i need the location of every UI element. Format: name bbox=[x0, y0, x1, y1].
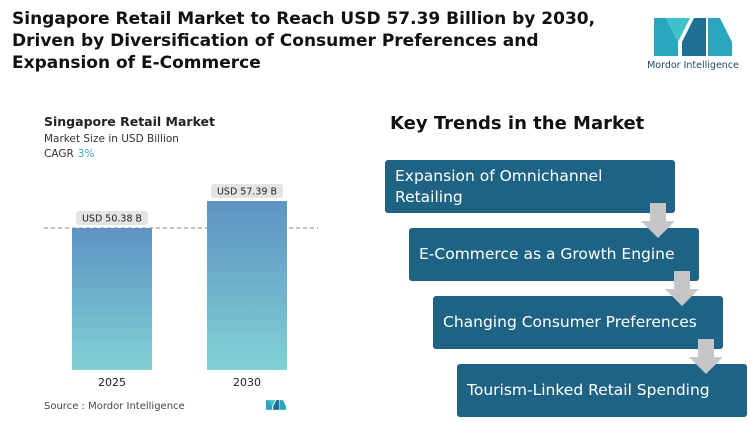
chart-title: Singapore Retail Market bbox=[44, 114, 216, 129]
down-arrow-icon-2 bbox=[665, 271, 699, 306]
mordor-intelligence-logo: Mordor Intelligence bbox=[646, 14, 740, 76]
chart-subtitle: Market Size in USD Billion bbox=[44, 133, 179, 145]
cagr-label: CAGR bbox=[44, 148, 74, 160]
trend-label-1: Expansion of Omnichannel Retailing bbox=[395, 166, 603, 206]
data-label-bg-2025 bbox=[76, 211, 148, 225]
trend-label-4: Tourism-Linked Retail Spending bbox=[467, 381, 710, 399]
bar-2025 bbox=[72, 228, 152, 370]
cagr-row: CAGR 3% bbox=[44, 148, 94, 160]
logo-text: Mordor Intelligence bbox=[647, 60, 739, 71]
x-tick-label-2025: 2025 bbox=[98, 376, 126, 389]
trend-label-2: E-Commerce as a Growth Engine bbox=[419, 245, 675, 263]
trends-title: Key Trends in the Market bbox=[390, 113, 645, 134]
data-label-2025: USD 50.38 B bbox=[82, 214, 142, 225]
bar-2030 bbox=[207, 201, 287, 370]
headline: Singapore Retail Market to Reach USD 57.… bbox=[12, 9, 596, 73]
data-label-2030: USD 57.39 B bbox=[217, 187, 277, 198]
trend-box-3: Changing Consumer Preferences bbox=[433, 296, 723, 349]
trend-label-3: Changing Consumer Preferences bbox=[443, 313, 697, 331]
x-tick-label-2030: 2030 bbox=[233, 376, 261, 389]
mordor-logo-icon bbox=[654, 18, 732, 56]
down-arrow-icon-1 bbox=[641, 203, 675, 238]
trend-box-2: E-Commerce as a Growth Engine bbox=[409, 228, 699, 281]
down-arrow-icon-3 bbox=[689, 339, 723, 374]
trend-box-4: Tourism-Linked Retail Spending bbox=[457, 364, 747, 417]
mordor-mini-logo-icon bbox=[266, 400, 286, 410]
source-note: Source : Mordor Intelligence bbox=[44, 401, 185, 412]
data-label-bg-2030 bbox=[211, 184, 283, 198]
trend-box-1: Expansion of Omnichannel Retailing bbox=[385, 160, 675, 213]
bar-chart: USD 50.38 B 2025 USD 57.39 B 2030 bbox=[44, 184, 318, 389]
cagr-value: 3% bbox=[77, 148, 95, 160]
